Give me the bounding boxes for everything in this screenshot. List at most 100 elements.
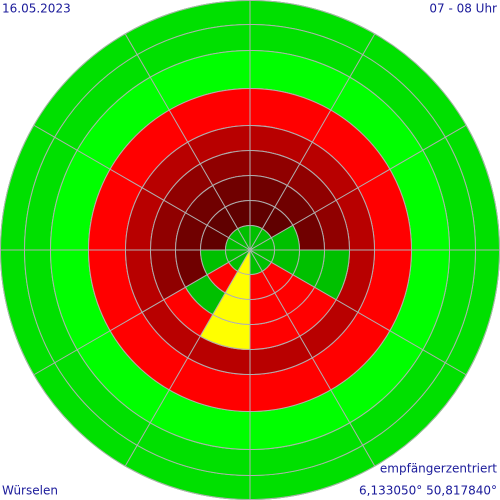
cell	[250, 175, 288, 207]
cell	[185, 275, 225, 315]
date: 16.05.2023	[2, 2, 71, 16]
spoke-line	[249, 33, 376, 251]
spoke-line	[124, 33, 251, 251]
mode: empfängerzentriert	[380, 462, 497, 476]
spoke-line	[249, 124, 467, 251]
spoke-line	[249, 249, 467, 376]
cell	[200, 150, 250, 186]
cell	[169, 358, 250, 412]
cell	[88, 250, 142, 331]
cell	[350, 350, 446, 446]
cell	[250, 445, 375, 500]
cell	[141, 141, 200, 200]
cell	[125, 0, 250, 55]
cell	[0, 125, 55, 250]
coordinates: 6,133050° 50,817840°	[359, 484, 497, 498]
cell	[150, 250, 186, 300]
cell	[24, 250, 77, 363]
cell	[163, 163, 213, 213]
cell	[358, 169, 412, 250]
cell	[312, 109, 391, 188]
cell	[250, 358, 331, 412]
cell	[200, 225, 229, 250]
cell	[300, 300, 359, 359]
cell	[250, 88, 331, 142]
cell	[423, 137, 476, 250]
cell	[331, 331, 424, 424]
cell	[262, 206, 294, 238]
cell	[314, 200, 350, 250]
cell	[88, 169, 142, 250]
cell	[271, 250, 300, 275]
cell	[228, 228, 250, 250]
cell	[293, 212, 325, 250]
cell	[314, 250, 350, 300]
cell	[445, 125, 500, 250]
spoke-line	[33, 249, 251, 376]
cell	[271, 225, 300, 250]
cell	[287, 163, 337, 213]
cell	[76, 331, 169, 424]
cell	[200, 314, 250, 350]
cell	[206, 206, 238, 238]
time: 07 - 08 Uhr	[429, 2, 497, 16]
cell	[163, 287, 213, 337]
cell	[200, 250, 229, 275]
cell	[250, 0, 375, 55]
cell	[250, 423, 363, 476]
cell	[212, 293, 250, 325]
cell	[312, 312, 391, 391]
cell	[137, 24, 250, 77]
cell	[206, 262, 238, 294]
cell	[350, 54, 446, 150]
cell	[262, 262, 294, 294]
cell	[250, 250, 272, 272]
cell	[109, 312, 188, 391]
cell	[137, 423, 250, 476]
cell	[225, 200, 250, 229]
cell	[275, 275, 315, 315]
cell	[300, 141, 359, 200]
cell	[250, 314, 300, 350]
cell	[175, 250, 207, 288]
cell	[150, 200, 186, 250]
cell	[250, 24, 363, 77]
cell	[169, 88, 250, 142]
cell	[33, 363, 137, 467]
cell	[185, 185, 225, 225]
cell	[250, 228, 272, 250]
cell	[225, 271, 250, 300]
cell	[250, 150, 300, 186]
cell	[125, 445, 250, 500]
cell	[54, 54, 150, 150]
cell	[54, 350, 150, 446]
location: Würselen	[2, 484, 58, 498]
cell	[76, 76, 169, 169]
cell	[228, 250, 250, 272]
cell	[175, 212, 207, 250]
cell	[141, 300, 200, 359]
spoke-line	[124, 249, 251, 467]
cell	[363, 33, 467, 137]
spoke-line	[249, 249, 376, 467]
cell	[24, 137, 77, 250]
cell	[109, 109, 188, 188]
cell	[250, 200, 275, 229]
cell	[293, 250, 325, 288]
cell	[331, 76, 424, 169]
cell	[33, 33, 137, 137]
cell	[0, 250, 55, 375]
cell	[363, 363, 467, 467]
cell	[250, 271, 275, 300]
cell	[212, 175, 250, 207]
spoke-line	[33, 124, 251, 251]
cell	[445, 250, 500, 375]
cell	[287, 287, 337, 337]
cell	[250, 293, 288, 325]
cell	[358, 250, 412, 331]
cell	[423, 250, 476, 363]
cell	[275, 185, 315, 225]
